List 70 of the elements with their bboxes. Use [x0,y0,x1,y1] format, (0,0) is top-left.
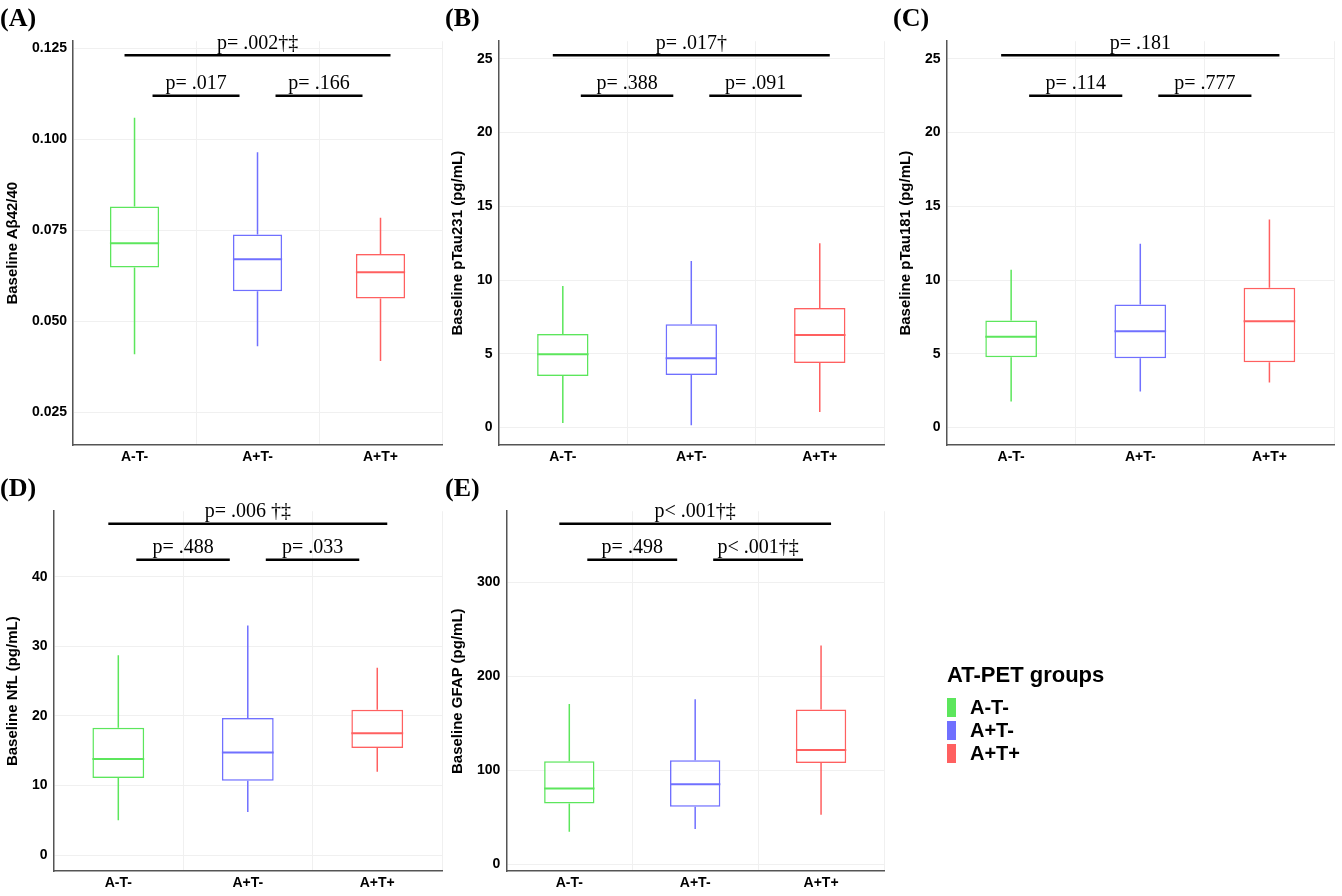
annotation: p< .001†‡ [654,499,736,523]
chart-title: (B) [445,3,480,33]
y-tick-label: 0.100 [31,130,68,147]
annotation: p= .006 †‡ [204,499,291,523]
y-tick-label: 300 [477,573,501,590]
y-tick-label: 20 [924,123,941,140]
y-tick-label: 200 [477,667,501,684]
y-tick-label: 20 [476,123,493,140]
y-axis-title: Baseline GFAP (pg/mL) [448,608,466,774]
annotation: p= .388 [596,70,658,94]
y-tick-label: 15 [924,197,941,214]
x-tick-label: A+T+ [359,874,395,891]
x-tick-label: A+T+ [803,874,839,891]
y-tick-label: 0.125 [31,39,68,56]
y-axis-title: Baseline pTau231 (pg/mL) [448,150,466,336]
chart-title: (D) [0,473,37,503]
y-axis-title: Baseline NfL (pg/mL) [3,616,21,767]
x-tick-label: A+T- [675,448,707,465]
annotation: p= .017 [165,70,227,94]
y-axis-title: Baseline pTau181 (pg/mL) [896,150,914,336]
legend-label: A-T- [970,695,1009,719]
y-tick-label: 0 [484,418,493,435]
annotation: p< .001†‡ [717,535,799,559]
annotation: p= .498 [601,535,663,559]
x-tick-label: A+T- [242,448,274,465]
y-tick-label: 10 [924,270,941,287]
annotation: p= .181 [1109,30,1171,54]
y-axis-title: Baseline Aβ42/40 [3,181,21,305]
y-tick-label: 0.075 [31,221,68,238]
x-tick-label: A-T- [555,874,584,891]
y-tick-label: 30 [31,637,48,654]
y-tick-label: 0.050 [31,312,68,329]
y-tick-label: 10 [476,270,493,287]
x-tick-label: A-T- [120,448,149,465]
x-tick-label: A+T- [1124,448,1156,465]
y-tick-label: 5 [484,344,493,361]
y-tick-label: 25 [476,49,493,66]
annotation: p= .166 [288,70,350,94]
annotation: p= .002†‡ [216,30,299,54]
x-tick-label: A+T+ [1251,448,1287,465]
annotation: p= .033 [281,535,344,559]
y-tick-label: 0.025 [31,403,68,420]
annotation: p= .091 [724,70,787,94]
y-tick-label: 20 [31,706,48,723]
x-tick-label: A+T+ [363,448,399,465]
y-tick-label: 0 [492,855,501,872]
chart-title: (C) [893,3,930,33]
y-tick-label: 25 [924,49,941,66]
chart-title: (A) [0,3,37,33]
x-tick-label: A+T- [679,874,711,891]
annotation: p= .017† [655,30,727,54]
x-tick-label: A-T- [104,874,133,891]
x-tick-label: A-T- [997,448,1026,465]
x-tick-label: A+T- [232,874,264,891]
y-tick-label: 10 [31,776,48,793]
annotation: p= .777 [1174,70,1236,94]
annotation: p= .488 [152,535,214,559]
y-tick-label: 40 [31,567,48,584]
y-tick-label: 15 [476,197,493,214]
y-tick-label: 0 [39,846,48,863]
y-tick-label: 5 [932,344,941,361]
legend-label: A+T+ [970,741,1021,765]
chart-title: (E) [445,473,480,503]
x-tick-label: A+T+ [802,448,838,465]
y-tick-label: 100 [477,761,501,778]
x-tick-label: A-T- [549,448,577,465]
legend-label: A+T- [970,718,1014,742]
y-tick-label: 0 [932,418,941,435]
legend-title: AT-PET groups [947,661,1105,688]
annotation: p= .114 [1045,70,1106,94]
